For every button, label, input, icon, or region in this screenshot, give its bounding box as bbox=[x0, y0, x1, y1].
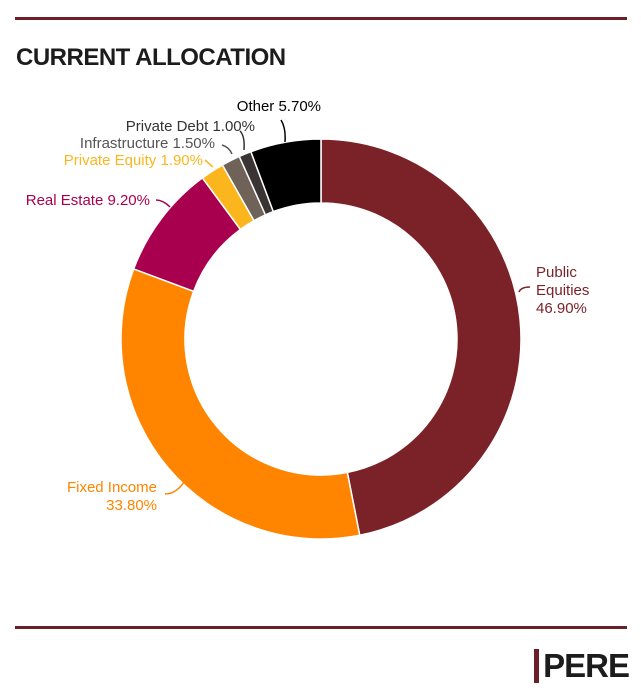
leader-other bbox=[280, 119, 286, 143]
label-fixed-income-line1: Fixed Income bbox=[67, 479, 157, 496]
leader-private-debt bbox=[239, 130, 245, 151]
slice-fixed-income bbox=[120, 267, 361, 540]
label-public-equities-value: 46.90% bbox=[536, 300, 587, 317]
leader-private-equity bbox=[204, 159, 214, 168]
label-other: Other 5.70% bbox=[237, 98, 321, 115]
label-leaders bbox=[155, 119, 531, 495]
bottom-divider bbox=[15, 626, 627, 629]
label-public-equities-line1: Public bbox=[536, 264, 577, 281]
leader-public-equities bbox=[518, 286, 531, 293]
slice-labels: Public Equities 46.90% Fixed Income 33.8… bbox=[26, 98, 590, 514]
logo-text: PERE bbox=[543, 647, 630, 684]
donut-slices bbox=[120, 138, 522, 540]
leader-fixed-income bbox=[164, 481, 185, 495]
label-infrastructure: Infrastructure 1.50% bbox=[80, 135, 215, 152]
top-divider bbox=[15, 17, 627, 20]
logo-bar bbox=[534, 649, 540, 683]
slice-other bbox=[249, 138, 322, 213]
chart-title: CURRENT ALLOCATION bbox=[16, 44, 286, 71]
leader-real-estate bbox=[155, 199, 171, 208]
label-private-debt: Private Debt 1.00% bbox=[126, 118, 255, 135]
slice-public-equities bbox=[320, 138, 522, 537]
label-fixed-income-value: 33.80% bbox=[106, 497, 157, 514]
leader-infrastructure bbox=[221, 144, 233, 155]
label-real-estate: Real Estate 9.20% bbox=[26, 192, 150, 209]
label-private-equity: Private Equity 1.90% bbox=[64, 152, 203, 169]
label-public-equities-line2: Equities bbox=[536, 282, 589, 299]
pere-logo: PERE bbox=[534, 647, 630, 684]
